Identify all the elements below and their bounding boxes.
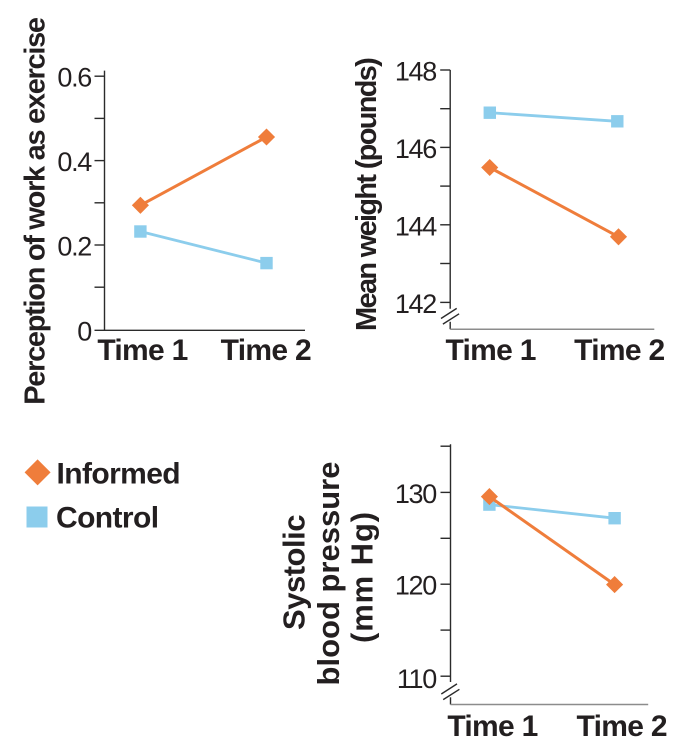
svg-text:(mm Hg): (mm Hg) [345,511,380,643]
svg-text:Time 2: Time 2 [577,710,667,743]
svg-text:Mean weight (pounds): Mean weight (pounds) [351,58,383,331]
svg-text:Time 1: Time 1 [447,710,537,743]
svg-text:Time 1: Time 1 [445,334,535,367]
svg-text:0.4: 0.4 [57,147,92,177]
svg-text:Time 2: Time 2 [574,334,664,367]
svg-text:Control: Control [56,502,158,535]
svg-text:130: 130 [395,479,436,509]
svg-text:110: 110 [397,664,436,694]
svg-text:0.2: 0.2 [57,232,91,262]
svg-text:120: 120 [395,571,436,601]
svg-text:144: 144 [395,211,437,241]
svg-text:148: 148 [395,57,436,87]
svg-text:blood pressure: blood pressure [311,462,346,686]
svg-text:146: 146 [395,134,436,164]
svg-text:Time 1: Time 1 [97,334,187,367]
svg-text:Informed: Informed [57,458,181,491]
svg-text:Perception of work as exercise: Perception of work as exercise [20,17,52,405]
svg-text:Systolic: Systolic [276,515,311,630]
svg-text:Time 2: Time 2 [221,334,311,367]
svg-text:0: 0 [77,316,91,346]
svg-text:0.6: 0.6 [57,63,91,93]
svg-text:142: 142 [395,289,436,319]
